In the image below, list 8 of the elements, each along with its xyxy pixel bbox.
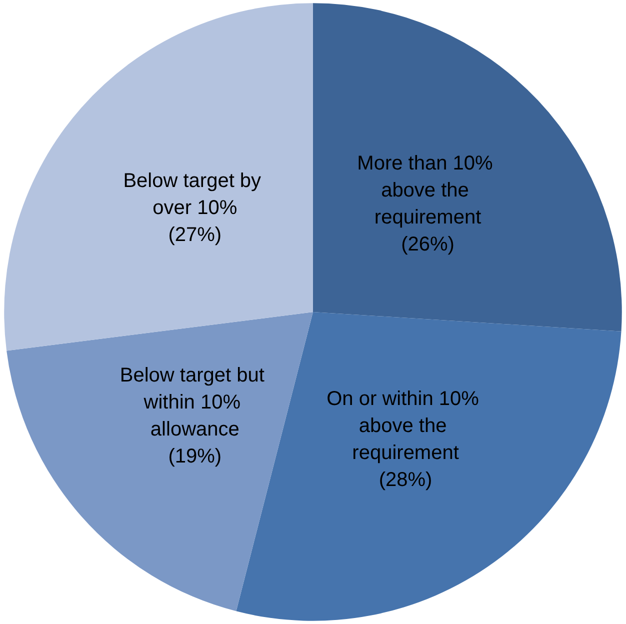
slice-label: More than 10% above the requirement [357,152,498,229]
slice-label: Below target but within 10% allowance [120,364,270,441]
slice-label: On or within 10% above the requirement [326,388,484,464]
data-label: (28%) [378,468,432,491]
data-label: (27%) [168,224,222,246]
slice-label: Below target by over 10% [123,170,267,219]
data-label: (26%) [401,234,454,256]
data-label: (19%) [168,446,222,468]
